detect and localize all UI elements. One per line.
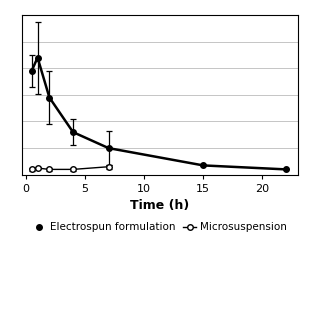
Legend: Electrospun formulation, Microsuspension: Electrospun formulation, Microsuspension [29,218,291,236]
X-axis label: Time (h): Time (h) [130,199,190,212]
